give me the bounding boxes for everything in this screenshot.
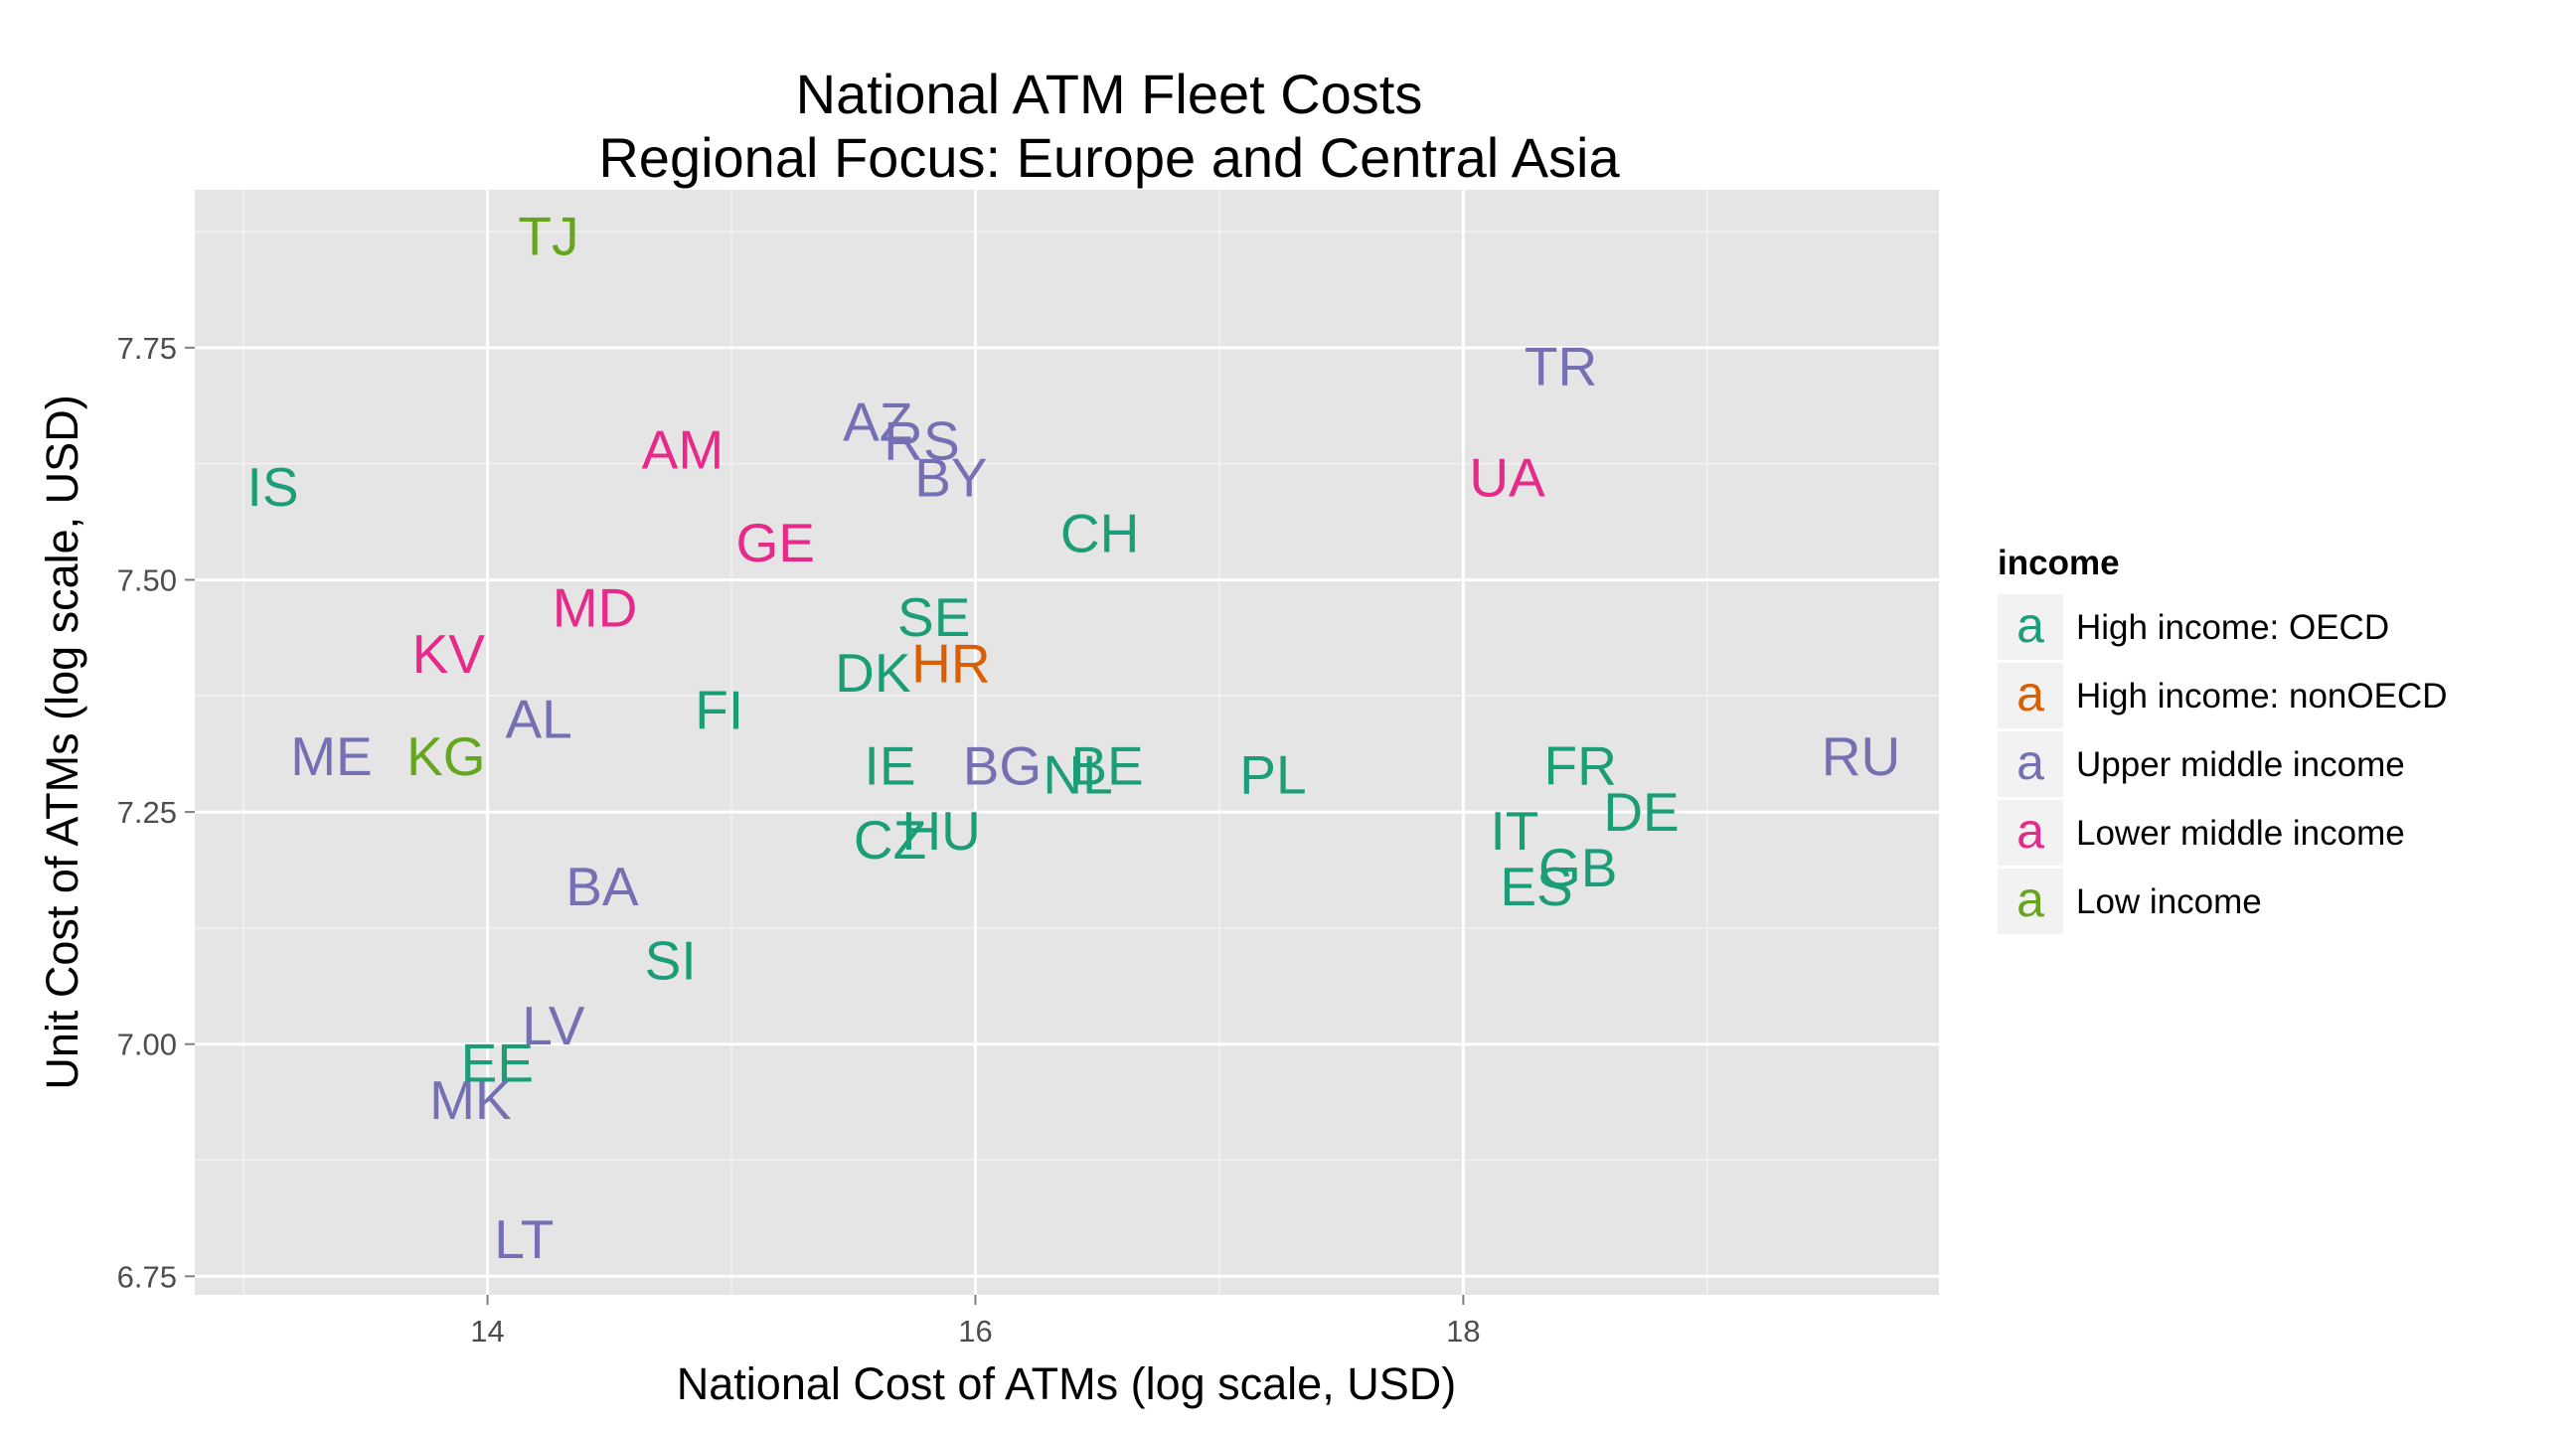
legend-key <box>1998 800 2063 866</box>
legend-key-glyph: a <box>2016 734 2044 790</box>
y-tick-label: 7.00 <box>117 1028 177 1062</box>
point-label-ch: CH <box>1060 503 1139 564</box>
point-label-ru: RU <box>1822 725 1900 787</box>
point-label-be: BE <box>1070 734 1143 796</box>
legend-item: a High income: nonOECD <box>1998 663 2448 728</box>
point-label-dk: DK <box>835 642 911 704</box>
point-label-fr: FR <box>1544 734 1617 796</box>
x-axis-title: National Cost of ATMs (log scale, USD) <box>677 1358 1456 1409</box>
point-label-de: DE <box>1603 781 1679 843</box>
point-label-ba: BA <box>565 856 639 917</box>
legend-key-glyph: a <box>2016 597 2044 653</box>
y-tick-label: 7.25 <box>117 795 177 830</box>
point-label-it: IT <box>1490 800 1538 862</box>
grid-lines <box>195 190 1939 1295</box>
point-label-az: AZ <box>843 392 912 453</box>
x-tick-label: 16 <box>958 1314 992 1349</box>
point-label-cz: CZ <box>854 809 926 871</box>
point-label-ie: IE <box>865 734 916 796</box>
chart-subtitle: Regional Focus: Europe and Central Asia <box>598 126 1620 189</box>
legend: income a High income: OECD a High income: n… <box>1998 544 2448 934</box>
legend-label: Low income <box>2076 882 2262 921</box>
legend-key <box>1998 869 2063 934</box>
legend-label: High income: OECD <box>2076 608 2389 647</box>
point-label-hr: HR <box>911 633 990 695</box>
point-label-al: AL <box>505 689 571 750</box>
point-label-me: ME <box>290 725 373 787</box>
point-label-gb: GB <box>1538 837 1617 898</box>
point-label-ge: GE <box>735 512 814 573</box>
point-label-es: ES <box>1500 856 1572 917</box>
legend-title: income <box>1998 544 2120 582</box>
point-label-tr: TR <box>1525 336 1597 398</box>
legend-item: a Upper middle income <box>1998 731 2405 797</box>
point-label-rs: RS <box>884 409 959 471</box>
point-label-ua: UA <box>1469 447 1545 509</box>
axes: 14 16 18 6.75 7.00 7.25 7.50 7.75 <box>117 331 1481 1349</box>
point-label-nl: NL <box>1043 744 1112 806</box>
legend-key <box>1998 731 2063 797</box>
y-tick-label: 7.50 <box>117 562 177 597</box>
legend-item: a High income: OECD <box>1998 594 2389 660</box>
legend-label: High income: nonOECD <box>2076 677 2448 716</box>
chart-title: National ATM Fleet Costs <box>796 63 1423 125</box>
legend-item: a Low income <box>1998 869 2262 934</box>
legend-key <box>1998 663 2063 728</box>
legend-label: Lower middle income <box>2076 814 2405 853</box>
point-label-si: SI <box>645 930 697 992</box>
legend-key <box>1998 594 2063 660</box>
x-tick-label: 14 <box>470 1314 504 1349</box>
y-axis-title: Unit Cost of ATMs (log scale, USD) <box>37 395 87 1089</box>
point-label-lt: LT <box>494 1208 554 1270</box>
point-label-md: MD <box>553 577 638 639</box>
legend-item: a Lower middle income <box>1998 800 2405 866</box>
point-label-by: BY <box>914 447 987 509</box>
legend-label: Upper middle income <box>2076 745 2405 784</box>
point-label-pl: PL <box>1239 744 1306 806</box>
x-tick-label: 18 <box>1446 1314 1480 1349</box>
plot-panel <box>195 190 1939 1295</box>
point-label-is: IS <box>247 456 299 518</box>
point-label-lv: LV <box>522 995 585 1056</box>
legend-key-glyph: a <box>2016 872 2044 927</box>
point-label-kv: KV <box>412 623 486 685</box>
point-label-ee: EE <box>461 1032 534 1093</box>
point-label-bg: BG <box>963 734 1042 796</box>
point-label-am: AM <box>642 419 724 481</box>
point-label-hu: HU <box>901 800 980 862</box>
legend-key-glyph: a <box>2016 803 2044 859</box>
point-label-kg: KG <box>406 725 485 787</box>
point-label-tj: TJ <box>518 206 578 267</box>
point-label-fi: FI <box>695 679 743 740</box>
y-tick-label: 6.75 <box>117 1259 177 1294</box>
y-tick-label: 7.75 <box>117 331 177 366</box>
legend-key-glyph: a <box>2016 666 2044 721</box>
point-label-se: SE <box>897 586 970 648</box>
point-label-mk: MK <box>429 1069 512 1131</box>
